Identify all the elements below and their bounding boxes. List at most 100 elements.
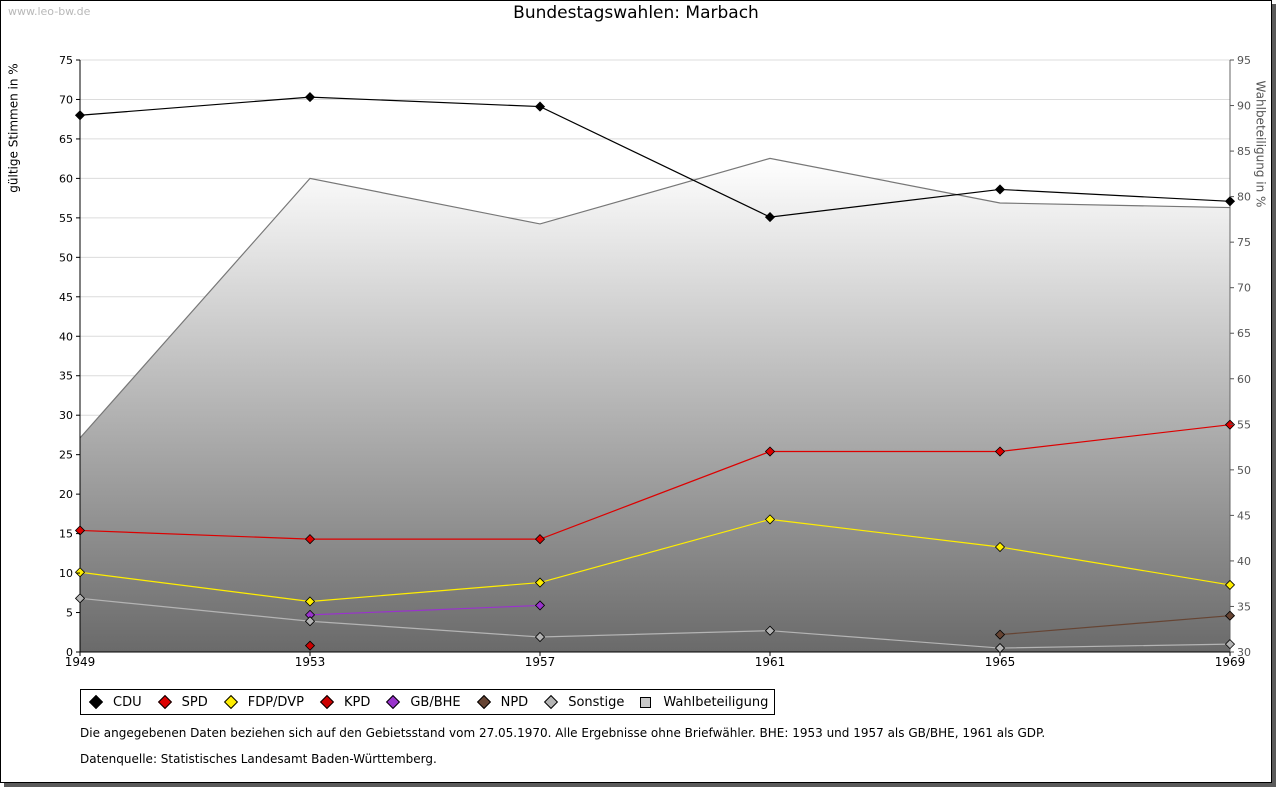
legend-item: FDP/DVP: [223, 694, 304, 710]
point-fdp-dvp: [534, 577, 546, 588]
legend-item: KPD: [319, 694, 371, 710]
y2-tick-label: 75: [1237, 236, 1251, 249]
legend-item: CDU: [88, 694, 142, 710]
y-tick-label: 70: [59, 93, 73, 106]
point-cdu: [304, 92, 316, 103]
legend-label: CDU: [113, 694, 142, 710]
turnout-area: [80, 158, 1230, 652]
y-tick-label: 10: [59, 567, 73, 580]
y2-tick-label: 55: [1237, 418, 1251, 431]
legend-diamond-icon: [544, 694, 559, 710]
legend-diamond-icon: [88, 694, 104, 710]
series-line-fdp-dvp: [79, 518, 1231, 603]
y2-tick-label: 70: [1237, 282, 1251, 295]
y-tick-label: 75: [59, 54, 73, 67]
y-tick-label: 45: [59, 291, 73, 304]
y2-tick-label: 45: [1237, 509, 1251, 522]
point-spd: [994, 446, 1006, 457]
point-fdp-dvp: [994, 541, 1006, 553]
legend-diamond-icon: [476, 694, 491, 710]
y-tick-label: 55: [59, 212, 73, 225]
y2-tick-label: 95: [1237, 54, 1251, 67]
data-source: Datenquelle: Statistisches Landesamt Bad…: [80, 752, 437, 766]
legend-item: Sonstige: [544, 695, 624, 710]
point-gb-bhe: [534, 600, 546, 611]
legend-label: GB/BHE: [410, 694, 461, 710]
legend-label: FDP/DVP: [247, 694, 304, 710]
watermark: www.leo-bw.de: [8, 5, 91, 18]
legend-diamond-icon: [157, 694, 172, 710]
point-npd: [1224, 610, 1236, 621]
y-tick-label: 5: [66, 607, 73, 620]
legend-label: Sonstige: [568, 694, 625, 710]
y2-tick-label: 40: [1237, 555, 1251, 568]
y2-tick-label: 35: [1237, 600, 1251, 613]
legend-diamond-icon: [223, 694, 238, 710]
legend-item: NPD: [476, 694, 529, 710]
turnout-line: [79, 157, 1231, 439]
y2-tick-label: 30: [1237, 646, 1251, 659]
series-line-sonstige: [79, 597, 1231, 649]
x-tick-label: 1949: [65, 655, 96, 669]
x-tick-label: 1953: [295, 655, 326, 669]
point-spd: [534, 534, 546, 545]
series-line-cdu: [79, 96, 1231, 218]
series-line-npd: [999, 615, 1231, 636]
y2-tick-label: 60: [1237, 373, 1251, 386]
x-tick-label: 1969: [1215, 655, 1246, 669]
point-spd: [764, 446, 776, 457]
point-npd: [994, 629, 1006, 640]
y-axis-left-label: gültige Stimmen in %: [6, 63, 21, 193]
y2-tick-label: 80: [1237, 191, 1251, 204]
point-kpd: [304, 640, 316, 651]
point-sonstige: [534, 631, 546, 643]
x-tick-label: 1961: [755, 655, 786, 669]
point-sonstige: [764, 625, 776, 636]
y-tick-label: 40: [59, 330, 73, 343]
y-tick-label: 20: [59, 488, 73, 501]
series-line-gb-bhe: [309, 604, 541, 616]
point-fdp-dvp: [304, 596, 316, 607]
legend-item: GB/BHE: [386, 694, 461, 710]
point-spd: [304, 534, 316, 545]
point-fdp-dvp: [1224, 579, 1236, 590]
legend-item: SPD: [157, 694, 208, 710]
y2-tick-label: 90: [1237, 100, 1251, 113]
x-tick-label: 1957: [525, 655, 556, 669]
y2-tick-label: 85: [1237, 145, 1251, 158]
legend: CDU SPD FDP/DVP KPD GB/BHE NPD Sonstige Wahlbet…: [80, 689, 776, 715]
chart-title: Bundestagswahlen: Marbach: [513, 3, 759, 23]
legend-square-icon: [640, 696, 652, 708]
legend-item: Wahlbeteiligung: [640, 695, 768, 710]
legend-diamond-icon: [319, 694, 335, 710]
legend-diamond-icon: [386, 694, 401, 710]
point-fdp-dvp: [764, 514, 776, 525]
y-tick-label: 50: [59, 251, 73, 264]
y-tick-label: 65: [59, 133, 73, 146]
footnote: Die angegebenen Daten beziehen sich auf …: [80, 726, 1046, 740]
y-axis-right-label: Wahlbeteiligung in %: [1252, 80, 1267, 208]
y-tick-label: 25: [59, 449, 73, 462]
y-tick-label: 35: [59, 370, 73, 383]
legend-label: KPD: [343, 694, 371, 710]
point-cdu: [534, 101, 546, 112]
point-cdu: [1224, 196, 1236, 207]
legend-label: SPD: [181, 694, 208, 710]
y-tick-label: 60: [59, 172, 73, 185]
y2-tick-label: 50: [1237, 464, 1251, 477]
point-sonstige: [304, 616, 316, 627]
legend-label: Wahlbeteiligung: [663, 694, 769, 710]
series-line-spd: [79, 424, 1231, 540]
y-tick-label: 30: [59, 409, 73, 422]
chart-svg: 0 5 10 15 20 25 30 35 40 45 50 55 60 65 70 75 30 35 40 45 50…: [59, 54, 1251, 669]
y-tick-label: 0: [66, 646, 73, 659]
point-sonstige: [1224, 639, 1236, 650]
y2-tick-label: 65: [1237, 327, 1251, 340]
x-tick-label: 1965: [985, 655, 1016, 669]
point-cdu: [994, 184, 1006, 195]
point-cdu: [764, 212, 776, 223]
y-tick-label: 15: [59, 528, 73, 541]
legend-label: NPD: [500, 694, 529, 710]
point-spd: [74, 525, 86, 536]
point-cdu: [74, 110, 86, 121]
